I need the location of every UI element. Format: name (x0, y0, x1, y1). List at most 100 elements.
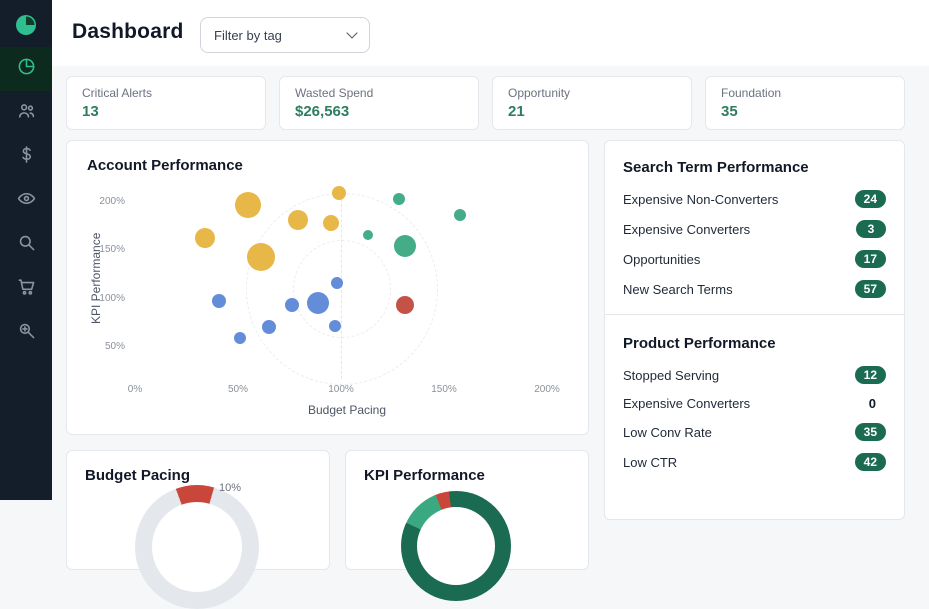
bubble-chart: KPI Performance Budget Pacing 200% 150% 10… (67, 141, 588, 434)
kpi-label: Foundation (721, 86, 782, 100)
chart-bubble[interactable] (392, 193, 405, 206)
chart-bubble[interactable] (393, 235, 416, 258)
chevron-down-icon (346, 27, 358, 39)
cart-icon (17, 277, 36, 301)
sidebar-item-search[interactable] (0, 223, 52, 267)
budget-pacing-title: Budget Pacing (85, 467, 191, 484)
sidebar-item-users[interactable] (0, 91, 52, 135)
logo-icon[interactable] (14, 13, 38, 37)
filter-by-tag-select[interactable]: Filter by tag (200, 17, 370, 53)
kpi-label: Wasted Spend (295, 86, 374, 100)
list-item-label: Stopped Serving (623, 367, 720, 383)
chart-bubble[interactable] (261, 319, 276, 334)
list-item[interactable]: Low Conv Rate 35 (605, 417, 904, 447)
sidebar (0, 0, 52, 500)
search-audit-icon (17, 321, 36, 345)
x-tick: 100% (328, 384, 354, 395)
x-axis-label: Budget Pacing (307, 403, 387, 417)
search-term-performance-list: Expensive Non-Converters 24 Expensive Conv… (605, 184, 904, 304)
chart-bubble[interactable] (395, 296, 414, 315)
search-term-performance-title: Search Term Performance (623, 159, 809, 176)
count-badge: 3 (856, 220, 886, 238)
users-icon (17, 101, 36, 125)
account-performance-card: Account Performance KPI Performance Budg… (66, 140, 589, 435)
kpi-value: 21 (508, 103, 525, 120)
list-item[interactable]: Expensive Converters 0 (605, 390, 904, 417)
count-badge: 24 (854, 190, 886, 208)
list-item[interactable]: Stopped Serving 12 (605, 360, 904, 390)
budget-pacing-card: Budget Pacing 10% (66, 450, 330, 609)
chart-bubble[interactable] (284, 298, 299, 313)
y-axis-label: KPI Performance (89, 232, 103, 324)
sidebar-item-pie-chart[interactable] (0, 47, 52, 91)
performance-panel: Search Term Performance Expensive Non-Co… (604, 140, 905, 520)
product-performance-title: Product Performance (623, 335, 776, 352)
account-performance-title: Account Performance (87, 157, 243, 174)
list-item-label: Expensive Converters (623, 396, 751, 411)
kpi-card-row: Critical Alerts 13 Wasted Spend $26,563 Oppo… (66, 76, 905, 130)
y-tick: 200% (99, 195, 125, 207)
chart-bubble[interactable] (454, 209, 467, 222)
sidebar-item-dollar[interactable] (0, 135, 52, 179)
x-tick: 150% (431, 384, 457, 395)
count-value: 0 (868, 396, 876, 411)
kpi-performance-donut-chart (401, 491, 511, 601)
chart-bubble[interactable] (235, 191, 262, 218)
sidebar-item-eye[interactable] (0, 179, 52, 223)
count-badge: 57 (854, 280, 886, 298)
pie-chart-icon (17, 57, 36, 81)
list-item-label: Expensive Converters (623, 221, 751, 237)
kpi-label: Critical Alerts (82, 86, 153, 100)
list-item-label: New Search Terms (623, 281, 733, 297)
y-tick: 50% (104, 341, 125, 352)
chart-bubble[interactable] (362, 229, 373, 240)
product-performance-list: Stopped Serving 12 Expensive Converters 0 Lo… (605, 360, 904, 477)
section-divider (605, 314, 904, 315)
chart-bubble[interactable] (331, 186, 346, 201)
count-badge: 17 (854, 250, 886, 268)
chart-bubble[interactable] (212, 293, 227, 308)
kpi-value: 35 (721, 103, 738, 120)
header: Dashboard Filter by tag (52, 0, 929, 66)
list-item[interactable]: New Search Terms 57 (605, 274, 904, 304)
kpi-label: Opportunity (508, 86, 571, 100)
list-item[interactable]: Low CTR 42 (605, 447, 904, 477)
list-item[interactable]: Expensive Converters 3 (605, 214, 904, 244)
sidebar-nav (0, 47, 52, 355)
budget-pacing-donut-chart (135, 485, 259, 609)
kpi-card-critical-alerts[interactable]: Critical Alerts 13 (66, 76, 266, 130)
grid-circle-inner (293, 240, 391, 338)
kpi-value: 13 (82, 103, 99, 120)
kpi-card-opportunity[interactable]: Opportunity 21 (492, 76, 692, 130)
donut-slice-label: 10% (219, 482, 242, 494)
chart-bubble[interactable] (328, 319, 341, 332)
page-title: Dashboard (72, 20, 184, 43)
donut-hole (152, 502, 242, 592)
y-tick: 150% (99, 244, 125, 256)
x-tick: 0% (127, 384, 143, 395)
list-item-label: Opportunities (623, 251, 701, 267)
chart-bubble[interactable] (307, 292, 330, 315)
count-badge: 35 (854, 423, 886, 441)
sidebar-item-cart[interactable] (0, 267, 52, 311)
kpi-performance-title: KPI Performance (364, 467, 485, 484)
kpi-card-foundation[interactable]: Foundation 35 (705, 76, 905, 130)
count-badge: 12 (854, 366, 886, 384)
kpi-performance-card: KPI Performance (345, 450, 589, 601)
kpi-card-wasted-spend[interactable]: Wasted Spend $26,563 (279, 76, 479, 130)
chart-bubble[interactable] (195, 227, 216, 248)
dollar-icon (17, 145, 36, 169)
chart-bubble[interactable] (246, 243, 275, 272)
y-tick: 100% (99, 292, 125, 304)
filter-by-tag-label: Filter by tag (214, 27, 282, 43)
chart-bubble[interactable] (287, 210, 308, 231)
chart-bubble[interactable] (322, 215, 339, 232)
list-item[interactable]: Expensive Non-Converters 24 (605, 184, 904, 214)
sidebar-item-search-audit[interactable] (0, 311, 52, 355)
list-item-label: Low Conv Rate (623, 424, 712, 440)
chart-bubble[interactable] (330, 277, 343, 290)
eye-icon (17, 189, 36, 213)
chart-bubble[interactable] (234, 332, 247, 345)
search-icon (17, 233, 36, 257)
list-item[interactable]: Opportunities 17 (605, 244, 904, 274)
